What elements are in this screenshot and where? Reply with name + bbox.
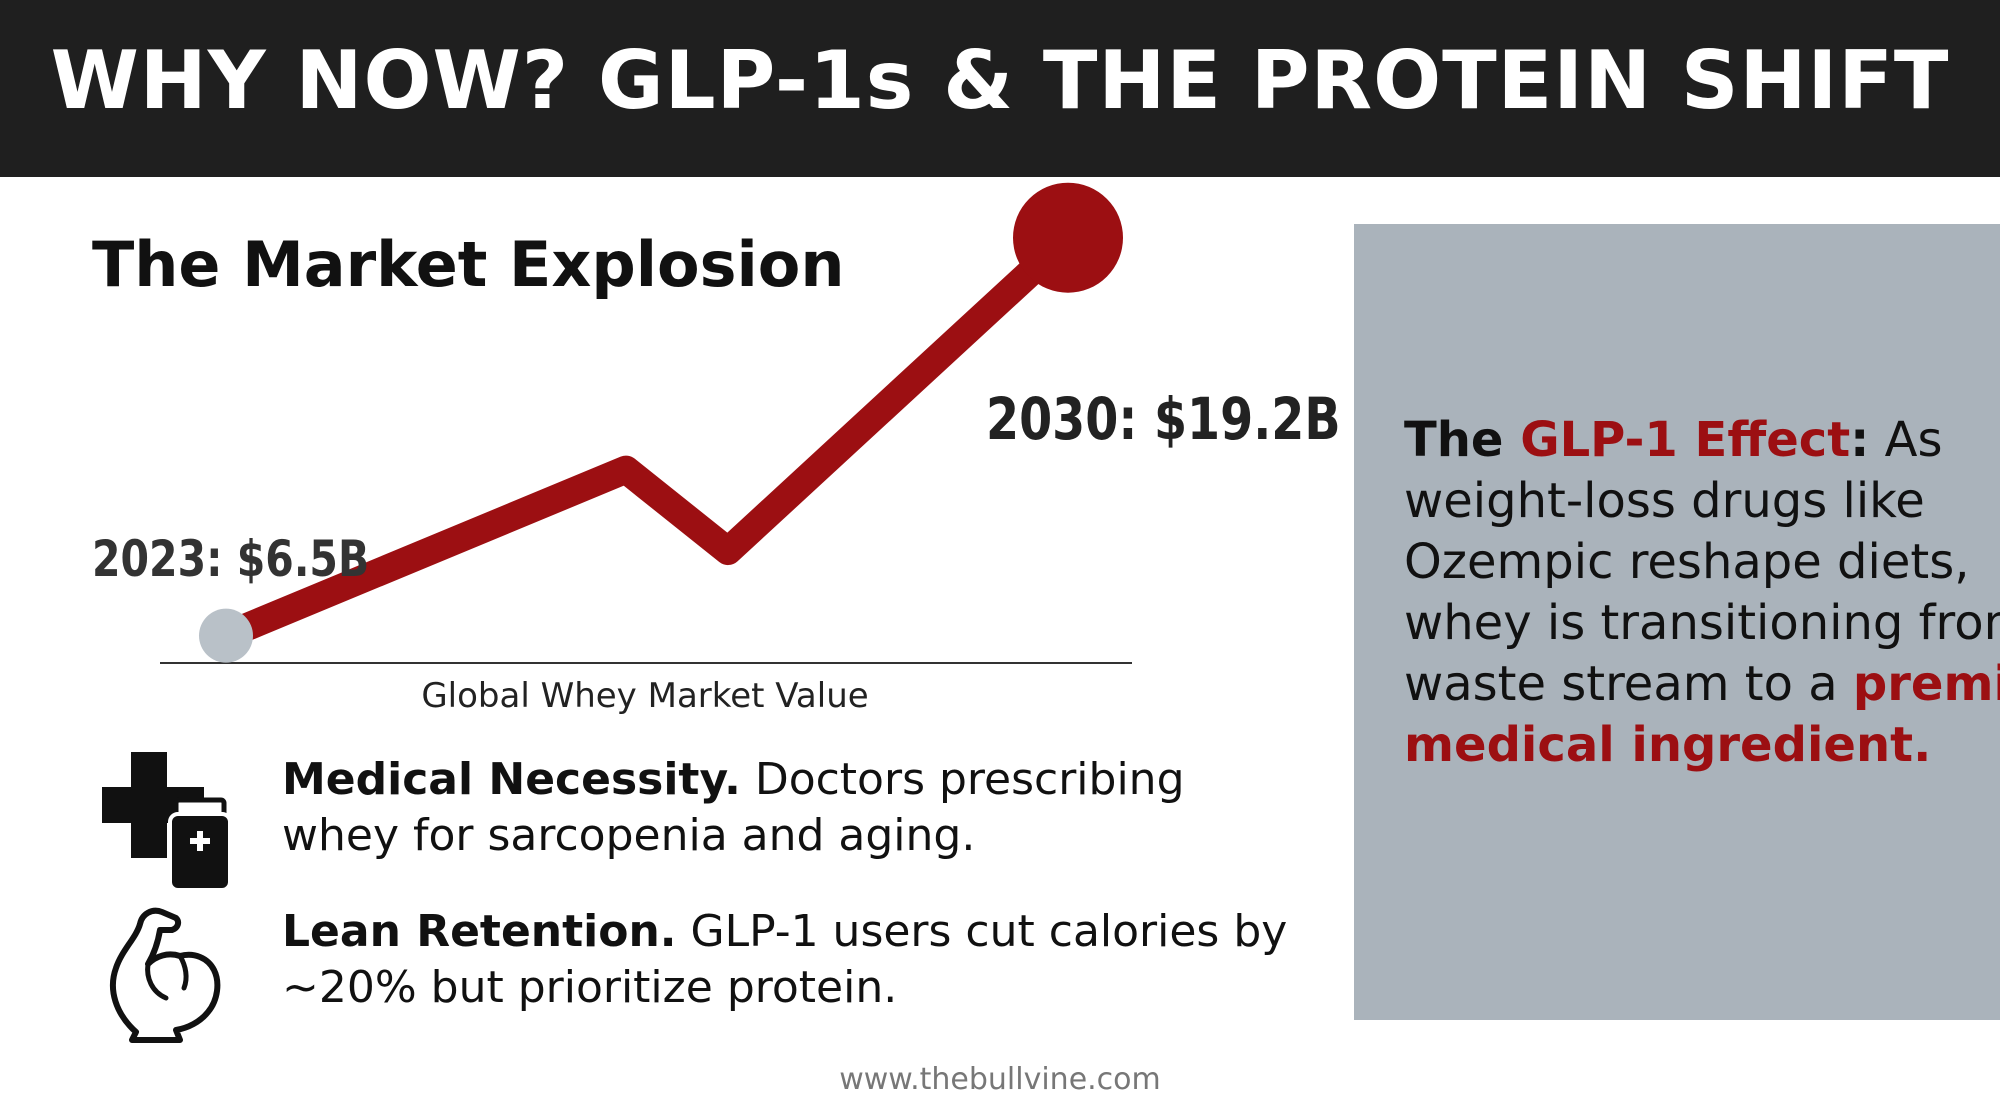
feature-text: Lean Retention. GLP-1 users cut calories… xyxy=(282,904,1312,1016)
footer-url: www.thebullvine.com xyxy=(839,1062,1161,1097)
panel-lead: The xyxy=(1404,412,1521,468)
data-point-start xyxy=(199,608,253,663)
panel-accent-ending: premium medical ingredient. xyxy=(1404,656,2000,773)
header-bar: WHY NOW? GLP-1s & THE PROTEIN SHIFT xyxy=(0,0,2000,177)
panel-text: The GLP-1 Effect: As weight-loss drugs l… xyxy=(1404,410,2000,776)
feature-title: Medical Necessity. xyxy=(282,754,741,805)
feature-text: Medical Necessity. Doctors prescribing w… xyxy=(282,752,1312,864)
data-point-end xyxy=(1013,182,1123,293)
page-title: WHY NOW? GLP-1s & THE PROTEIN SHIFT xyxy=(50,34,1950,127)
feature-title: Lean Retention. xyxy=(282,906,677,957)
panel-body: As weight-loss drugs like Ozempic reshap… xyxy=(1404,412,2000,712)
feature-body: GLP-1 users cut calories by ~20% but pri… xyxy=(282,906,1288,1013)
flexed-bicep-icon xyxy=(109,907,221,1043)
glp1-effect-panel: The GLP-1 Effect: As weight-loss drugs l… xyxy=(1354,224,2000,1020)
data-label-end: 2030: $19.2B xyxy=(986,385,1341,453)
x-axis-label: Global Whey Market Value xyxy=(421,676,869,716)
panel-colon: : xyxy=(1850,412,1870,468)
data-label-start: 2023: $6.5B xyxy=(92,530,370,588)
feature-medical-necessity: Medical Necessity. Doctors prescribing w… xyxy=(96,752,1336,892)
medical-cross-bottle-icon xyxy=(102,752,232,892)
market-line-chart xyxy=(160,182,1132,664)
feature-lean-retention: Lean Retention. GLP-1 users cut calories… xyxy=(96,904,1336,1043)
chart-title: The Market Explosion xyxy=(92,228,845,301)
panel-accent-title: GLP-1 Effect xyxy=(1520,412,1851,468)
series-line xyxy=(212,223,1082,650)
feature-body: Doctors prescribing whey for sarcopenia … xyxy=(282,754,1185,861)
